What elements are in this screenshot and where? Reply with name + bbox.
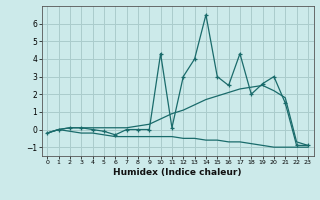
X-axis label: Humidex (Indice chaleur): Humidex (Indice chaleur) [113,168,242,177]
